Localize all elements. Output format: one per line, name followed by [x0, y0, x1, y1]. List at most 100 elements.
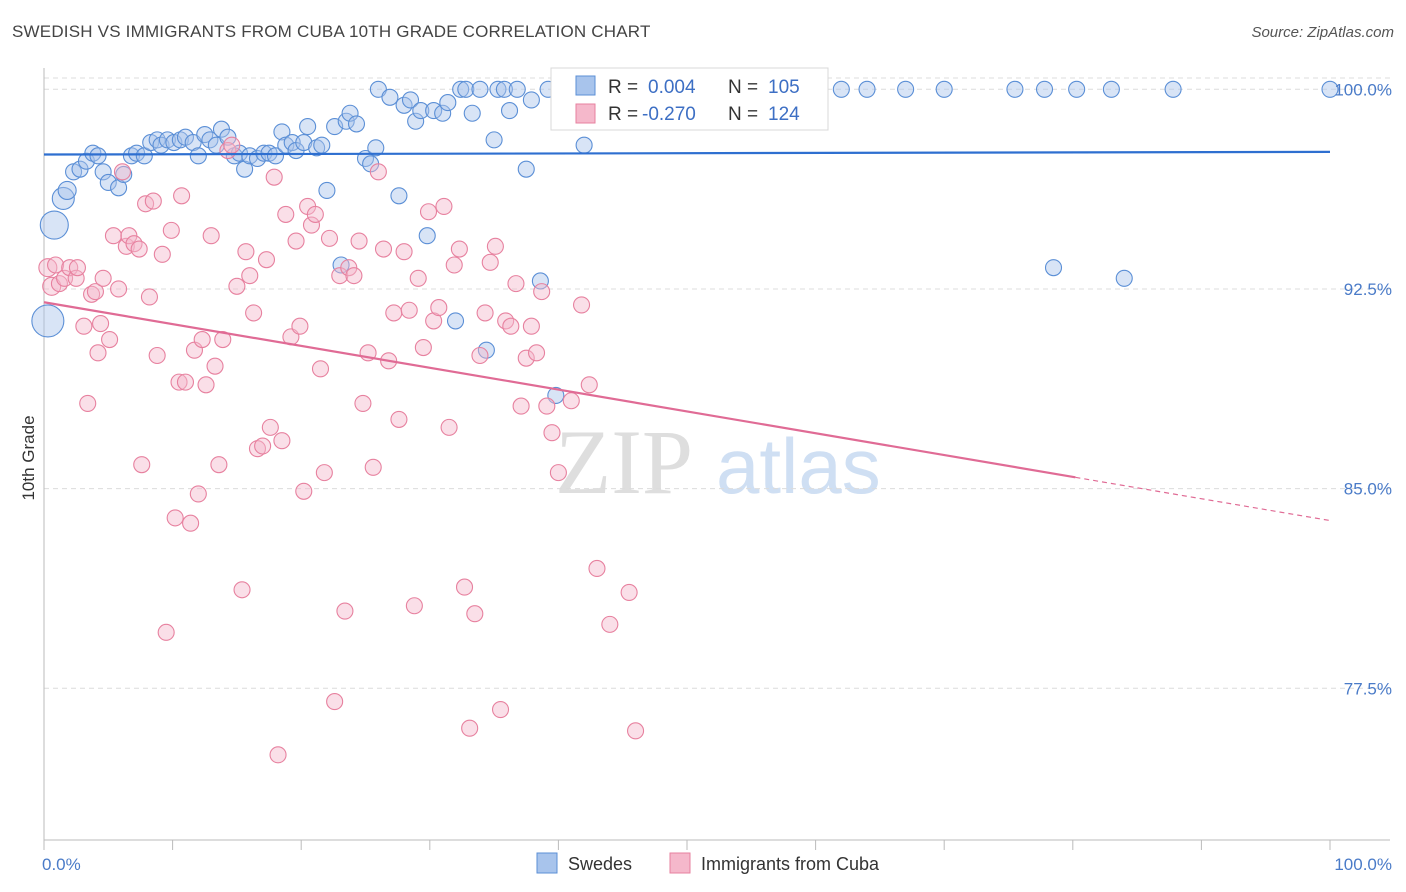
- cuba-point: [400, 301, 418, 319]
- bottom-legend-label-swedes: Swedes: [568, 854, 632, 874]
- cuba-point: [481, 253, 499, 271]
- swedes-point: [446, 312, 465, 330]
- swedes-point: [337, 112, 355, 130]
- cuba-point: [471, 346, 489, 365]
- cuba-point: [130, 240, 148, 258]
- watermark-atlas: atlas: [716, 422, 881, 510]
- cuba-point: [627, 722, 645, 740]
- cuba-point: [430, 299, 448, 317]
- cuba-point: [601, 615, 619, 633]
- cuba-point: [311, 360, 330, 378]
- cuba-point: [202, 227, 220, 245]
- cuba-point: [68, 259, 86, 277]
- legend-r-value-1: 0.004: [648, 77, 696, 98]
- swedes-point: [500, 102, 519, 120]
- cuba-point: [450, 240, 468, 258]
- swedes-point: [313, 136, 331, 154]
- cuba-point: [405, 597, 423, 615]
- cuba-point: [497, 312, 515, 330]
- swedes-point: [283, 133, 301, 152]
- swedes-point: [517, 160, 535, 178]
- cuba-point: [461, 719, 479, 737]
- swedes-point: [439, 94, 457, 112]
- cuba-point: [414, 338, 432, 357]
- swedes-point: [485, 131, 503, 149]
- swedes-point: [89, 147, 107, 165]
- cuba-point: [75, 317, 93, 335]
- cuba-point: [476, 304, 494, 322]
- y-tick-label: 85.0%: [1344, 480, 1392, 499]
- y-tick-label: 100.0%: [1334, 80, 1392, 99]
- cuba-point: [425, 312, 443, 330]
- swedes-point: [381, 88, 399, 106]
- swedes-point: [463, 104, 481, 122]
- swedes-point: [412, 102, 430, 120]
- cuba-point: [265, 168, 283, 186]
- swedes-point: [367, 139, 385, 157]
- x-tick-label-max: 100.0%: [1334, 855, 1392, 874]
- swedes-point: [457, 80, 475, 98]
- swedes-point: [110, 179, 128, 197]
- swedes-point: [522, 91, 540, 109]
- swedes-point: [1115, 269, 1133, 287]
- cuba-point: [302, 216, 321, 234]
- cuba-point: [522, 317, 540, 335]
- swedes-point: [236, 160, 254, 178]
- cuba-point: [419, 203, 438, 221]
- cuba-point: [295, 482, 313, 500]
- swedes-point: [452, 80, 470, 98]
- cuba-point: [92, 315, 110, 333]
- cuba-point: [315, 464, 333, 482]
- swedes-point: [858, 80, 876, 98]
- swedes-point: [1068, 80, 1086, 98]
- cuba-point: [104, 227, 122, 245]
- cuba-point: [56, 269, 74, 287]
- trend-lines: [43, 150, 1331, 522]
- cuba-point: [133, 456, 151, 474]
- swedes-point: [273, 123, 291, 141]
- legend-r-label-1: R =: [608, 77, 638, 98]
- bottom-legend-swatch-cuba: [669, 852, 691, 874]
- cuba-point: [562, 392, 580, 410]
- cuba-point: [50, 275, 68, 293]
- legend-swatch-swedes: [575, 75, 596, 96]
- swedes-point: [495, 80, 513, 98]
- swedes-point: [31, 304, 65, 338]
- cuba-point: [326, 693, 344, 711]
- cuba-point: [538, 397, 556, 415]
- cuba-point: [176, 373, 195, 391]
- cuba-point: [466, 605, 484, 623]
- legend-n-value-2: 124: [768, 104, 800, 125]
- swedes-point: [390, 187, 408, 205]
- y-tick-label: 92.5%: [1344, 280, 1392, 299]
- legend-box: R = 0.004 N = 105 R = -0.270 N = 124: [550, 67, 829, 131]
- cuba-point: [113, 163, 131, 181]
- cuba-point: [320, 229, 339, 247]
- swedes-point: [196, 126, 214, 144]
- swedes-point: [1035, 80, 1054, 98]
- cuba-point: [374, 240, 393, 258]
- swedes-point: [1006, 80, 1024, 98]
- swedes-point: [219, 128, 237, 146]
- cuba-point: [486, 237, 504, 255]
- cuba-point: [193, 330, 211, 349]
- cuba-point: [549, 464, 567, 482]
- cuba-point: [543, 424, 561, 442]
- cuba-point: [233, 581, 251, 599]
- bottom-legend-swatch-swedes: [536, 852, 558, 874]
- cuba-point: [89, 344, 107, 362]
- cuba-point: [502, 317, 520, 335]
- cuba-point: [254, 437, 272, 455]
- cuba-point: [572, 296, 591, 314]
- swedes-point: [418, 227, 436, 245]
- cuba-point: [261, 418, 279, 436]
- cuba-point: [237, 243, 255, 261]
- cuba-point: [47, 256, 65, 274]
- swedes-point: [99, 173, 117, 192]
- cuba-point: [173, 187, 191, 205]
- bottom-legend: Swedes Immigrants from Cuba: [536, 852, 880, 874]
- swedes-point: [1102, 80, 1120, 98]
- swedes-point: [1321, 80, 1339, 98]
- cuba-point: [170, 373, 188, 391]
